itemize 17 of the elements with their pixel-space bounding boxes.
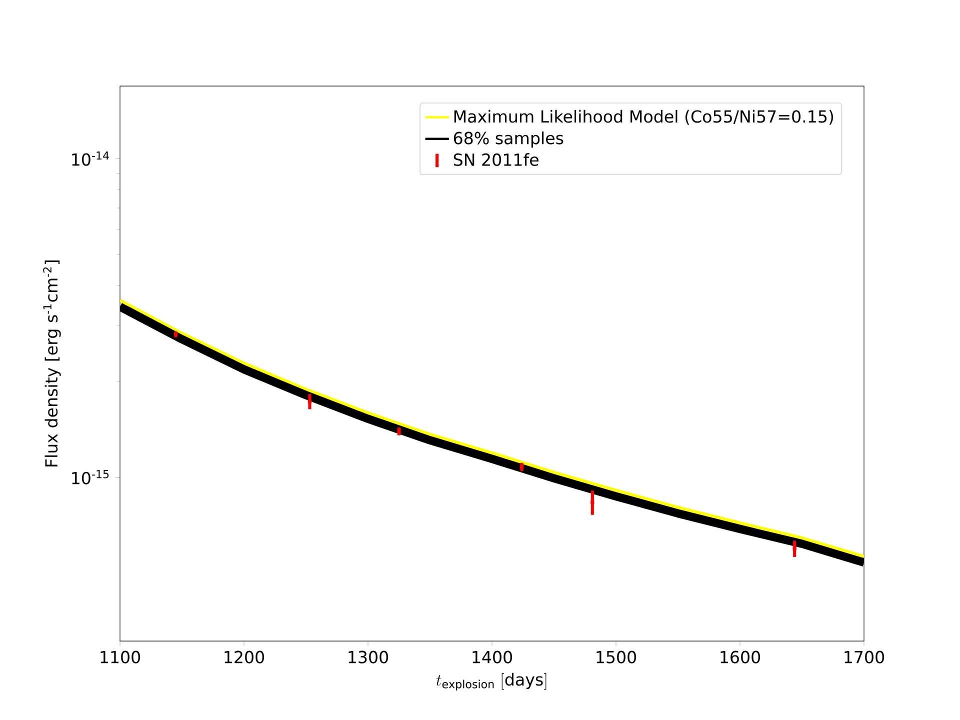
x-tick-label: 1600 bbox=[720, 650, 760, 664]
legend-label: SN 2011fe bbox=[454, 153, 538, 166]
x-tick-label: 1500 bbox=[596, 650, 636, 664]
point bbox=[792, 546, 796, 550]
x-tick-label: 1300 bbox=[348, 650, 388, 664]
legend-label: Maximum Likelihood Model (Co55/Ni57=0.15) bbox=[454, 110, 834, 125]
y-tick-label: 10$^{-15}$ bbox=[72, 470, 109, 484]
point bbox=[520, 465, 524, 469]
point bbox=[308, 400, 312, 404]
y-tick-label: 10$^{-14}$ bbox=[72, 151, 109, 166]
x-tick-label: 1200 bbox=[224, 650, 264, 664]
x-tick-label: 1400 bbox=[472, 650, 512, 664]
y-axis-title: Flux density [erg s$^{-1}$cm$^{-2}$] bbox=[43, 260, 61, 466]
x-axis-title: $t_{\mathrm{explosion}}\;[\mathrm{days}]$ bbox=[436, 672, 546, 690]
x-tick-label: 1100 bbox=[100, 650, 140, 664]
x-tick-label: 1700 bbox=[844, 650, 884, 664]
legend-label: 68% samples bbox=[454, 132, 564, 148]
